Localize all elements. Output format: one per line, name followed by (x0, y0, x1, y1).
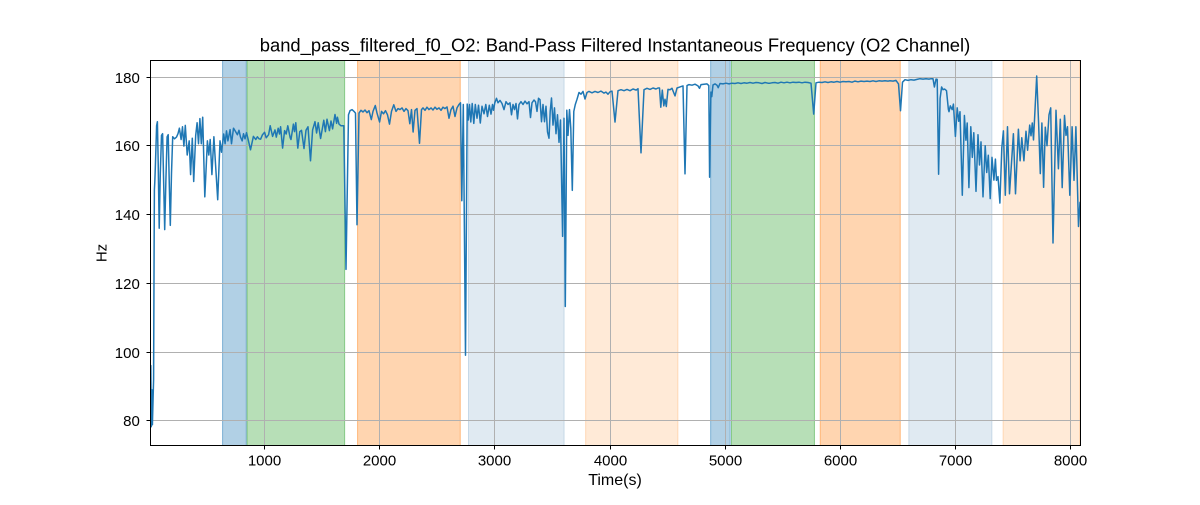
svg-text:6000: 6000 (824, 453, 857, 470)
svg-text:5000: 5000 (709, 453, 742, 470)
svg-text:7000: 7000 (939, 453, 972, 470)
svg-text:Hz: Hz (94, 244, 111, 262)
svg-text:180: 180 (115, 70, 140, 87)
svg-text:2000: 2000 (363, 453, 396, 470)
svg-text:140: 140 (115, 207, 140, 224)
svg-text:band_pass_filtered_f0_O2: Band: band_pass_filtered_f0_O2: Band-Pass Filt… (260, 35, 971, 57)
svg-text:3000: 3000 (478, 453, 511, 470)
svg-text:Time(s): Time(s) (588, 472, 642, 489)
svg-text:8000: 8000 (1054, 453, 1087, 470)
svg-text:80: 80 (123, 413, 140, 430)
svg-text:120: 120 (115, 276, 140, 293)
svg-text:4000: 4000 (594, 453, 627, 470)
svg-text:160: 160 (115, 138, 140, 155)
svg-text:100: 100 (115, 345, 140, 362)
svg-text:1000: 1000 (248, 453, 281, 470)
